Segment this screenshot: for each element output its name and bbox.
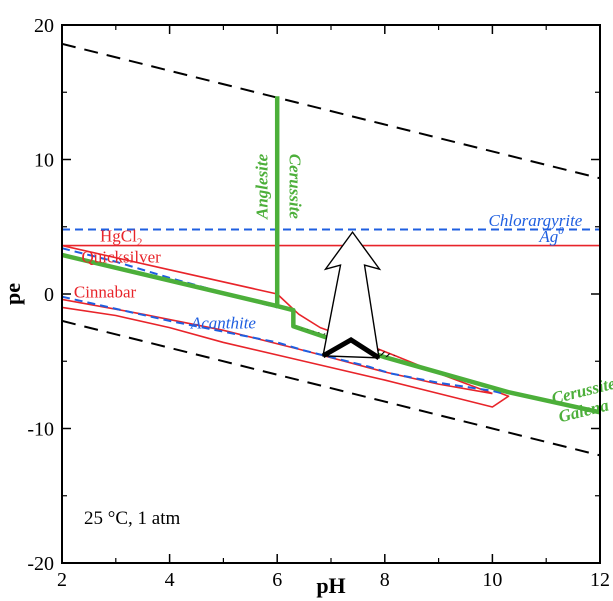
mercury-boundary-4 [62, 298, 493, 395]
x-tick-label: 8 [380, 569, 390, 591]
y-tick-label: 10 [34, 150, 54, 172]
x-tick-label: 6 [272, 569, 282, 591]
label-chlorargyrite-2: Chlorargyrite [489, 211, 583, 230]
arrow-outline [322, 230, 382, 359]
label-anglesite-0: Anglesite [253, 153, 272, 220]
axis-ticks: 2 4 6 8 10 12 -20 -10 0 10 20 [27, 15, 610, 591]
silver-boundary-7 [62, 247, 278, 309]
plot-frame [61, 24, 601, 564]
diagram-lines [62, 42, 600, 457]
x-tick-label: 2 [57, 569, 67, 591]
y-axis-label: pe [0, 283, 25, 305]
label-ag-3: Ag0 [538, 225, 564, 246]
x-tick-label: 12 [590, 569, 610, 591]
x-tick-label: 4 [165, 569, 175, 591]
x-axis-label: pH [316, 573, 345, 598]
transition-arrow [321, 230, 382, 360]
label-acanthite-7: Acanthite [190, 313, 257, 332]
y-tick-label: -20 [27, 553, 54, 575]
arrow-base [321, 336, 381, 360]
mercury-boundary-5 [62, 306, 510, 408]
label-cerussite-1: Cerussite [285, 154, 304, 220]
label-cinnabar-6: Cinnabar [74, 282, 137, 301]
label-hgcl-4: HgCl2 [100, 226, 142, 248]
x-tick-label: 10 [482, 569, 502, 591]
y-tick-label: 0 [44, 284, 54, 306]
y-tick-label: -10 [27, 419, 54, 441]
water-stability-boundary-0 [62, 42, 600, 180]
y-tick-label: 20 [34, 15, 54, 37]
condition-label: 25 °C, 1 atm [84, 508, 180, 529]
label-quicksilver-5: Quicksilver [82, 247, 162, 266]
water-stability-boundary-1 [62, 319, 600, 457]
